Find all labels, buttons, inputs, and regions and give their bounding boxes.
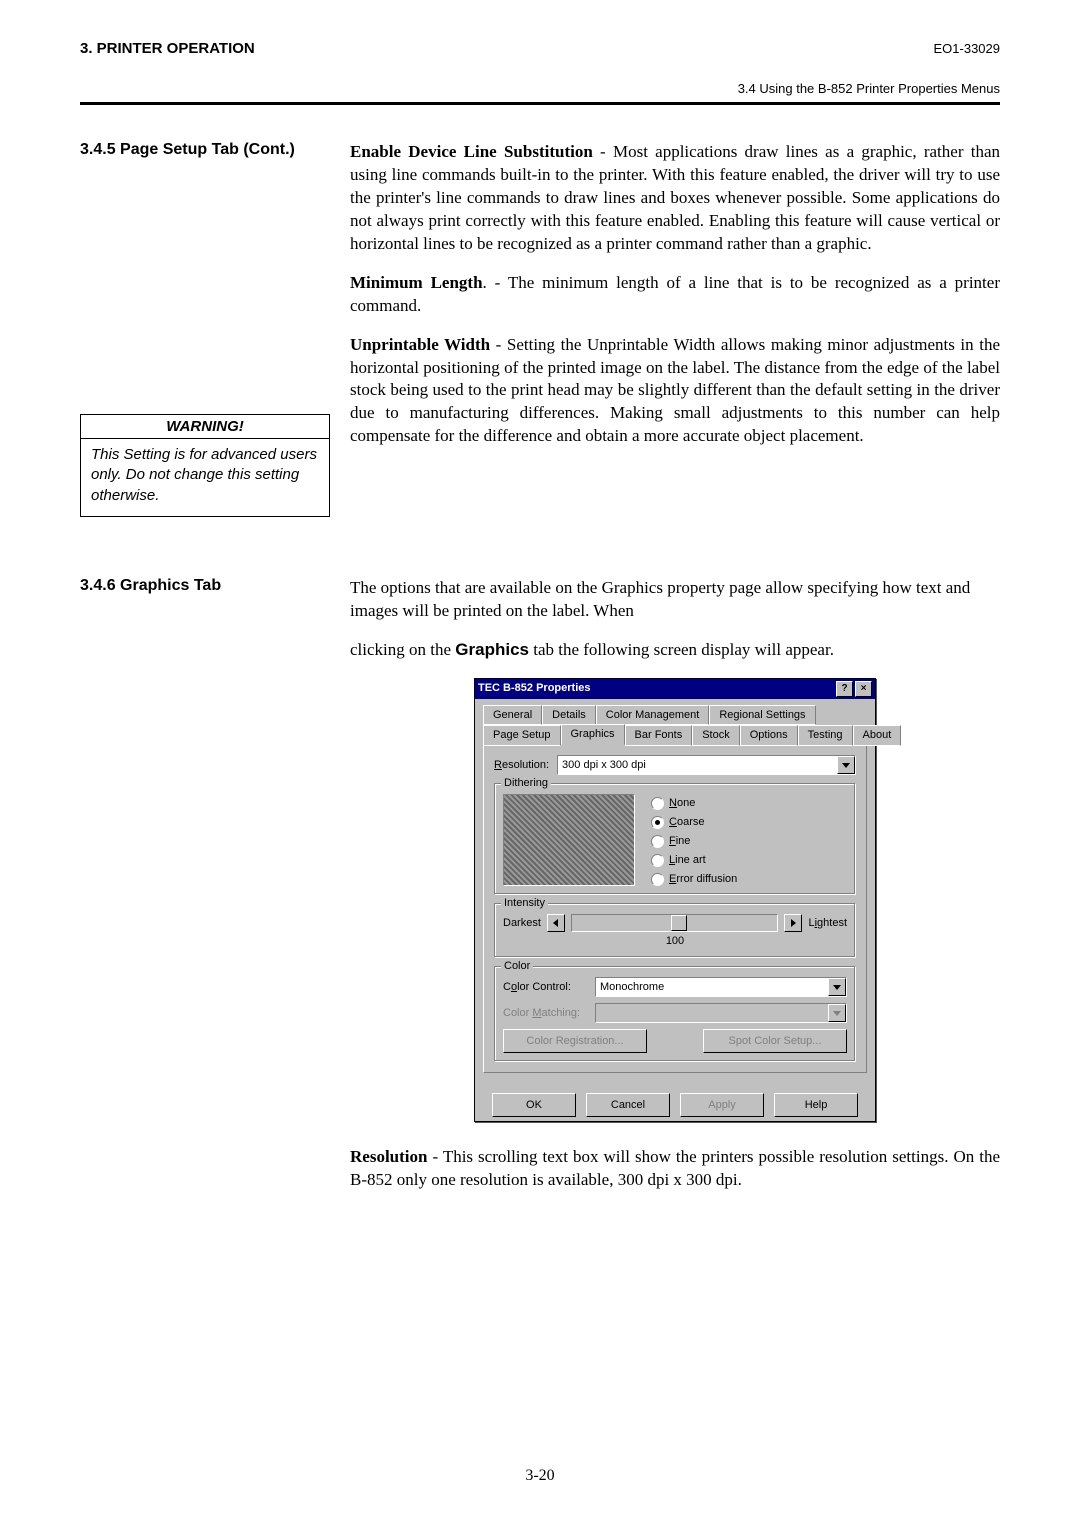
intensity-value: 100 bbox=[503, 934, 847, 949]
label-unprintable: Unprintable Width bbox=[350, 335, 490, 354]
ok-button[interactable]: OK bbox=[492, 1093, 576, 1117]
tab-options[interactable]: Options bbox=[740, 725, 798, 746]
radio-fine[interactable]: Fine bbox=[651, 834, 737, 849]
color-registration-button: Color Registration... bbox=[503, 1029, 647, 1053]
color-matching-select bbox=[595, 1003, 847, 1023]
dithering-group: Dithering None Coarse Fine Line art Erro… bbox=[494, 783, 856, 895]
dialog-title: TEC B-852 Properties bbox=[478, 681, 590, 696]
chevron-down-icon[interactable] bbox=[828, 978, 846, 996]
radio-error-diffusion[interactable]: Error diffusion bbox=[651, 872, 737, 887]
properties-dialog: TEC B-852 Properties ? × General Details… bbox=[474, 678, 876, 1123]
close-icon[interactable]: × bbox=[855, 681, 872, 697]
radio-coarse[interactable]: Coarse bbox=[651, 815, 737, 830]
warning-box: WARNING! This Setting is for advanced us… bbox=[80, 414, 330, 517]
tab-testing[interactable]: Testing bbox=[798, 725, 853, 746]
para-min-length: Minimum Length. - The minimum length of … bbox=[350, 272, 1000, 318]
tab-graphics[interactable]: Graphics bbox=[561, 724, 625, 745]
chevron-down-icon[interactable] bbox=[837, 756, 855, 774]
spot-color-setup-button: Spot Color Setup... bbox=[703, 1029, 847, 1053]
para-enable-line-sub: Enable Device Line Substitution - Most a… bbox=[350, 141, 1000, 256]
tab-bar-fonts[interactable]: Bar Fonts bbox=[625, 725, 693, 746]
slider-thumb[interactable] bbox=[671, 915, 687, 931]
header-rule bbox=[80, 102, 1000, 105]
section-345-heading: 3.4.5 Page Setup Tab (Cont.) bbox=[80, 141, 330, 159]
color-label: Color bbox=[501, 959, 533, 974]
cancel-button[interactable]: Cancel bbox=[586, 1093, 670, 1117]
tab-about[interactable]: About bbox=[853, 725, 902, 746]
resolution-select[interactable]: 300 dpi x 300 dpi bbox=[557, 755, 856, 775]
tab-details[interactable]: Details bbox=[542, 705, 596, 726]
intensity-lightest: Lightest bbox=[808, 916, 847, 931]
color-matching-label: Color Matching: bbox=[503, 1006, 589, 1021]
intensity-label: Intensity bbox=[501, 896, 548, 911]
color-control-value: Monochrome bbox=[596, 980, 828, 995]
text-resolution: - This scrolling text box will show the … bbox=[350, 1147, 1000, 1189]
label-resolution: Resolution bbox=[350, 1147, 427, 1166]
radio-none[interactable]: None bbox=[651, 796, 737, 811]
chevron-down-icon bbox=[828, 1004, 846, 1022]
para-graphics-intro-2: clicking on the Graphics tab the followi… bbox=[350, 639, 1000, 662]
header-subsection: 3.4 Using the B-852 Printer Properties M… bbox=[80, 81, 1000, 96]
text-graphics-2a: clicking on the bbox=[350, 640, 455, 659]
para-resolution: Resolution - This scrolling text box wil… bbox=[350, 1146, 1000, 1192]
para-graphics-intro-1: The options that are available on the Gr… bbox=[350, 577, 1000, 623]
color-group: Color Color Control: Monochrome Co bbox=[494, 966, 856, 1062]
resolution-value: 300 dpi x 300 dpi bbox=[558, 758, 837, 773]
page-number: 3-20 bbox=[0, 1467, 1080, 1485]
text-graphics-2b: Graphics bbox=[455, 640, 529, 659]
scroll-right-button[interactable] bbox=[784, 914, 802, 932]
header-docnum: EO1-33029 bbox=[934, 41, 1001, 56]
tab-general[interactable]: General bbox=[483, 705, 542, 726]
intensity-group: Intensity Darkest Lightest 100 bbox=[494, 903, 856, 958]
color-control-label: Color Control: bbox=[503, 980, 589, 995]
label-min-length: Minimum Length bbox=[350, 273, 483, 292]
dither-preview bbox=[503, 794, 635, 886]
dithering-label: Dithering bbox=[501, 776, 551, 791]
tab-regional-settings[interactable]: Regional Settings bbox=[709, 705, 815, 726]
tab-color-management[interactable]: Color Management bbox=[596, 705, 710, 726]
para-unprintable: Unprintable Width - Setting the Unprinta… bbox=[350, 334, 1000, 449]
intensity-slider[interactable] bbox=[571, 914, 779, 932]
color-control-select[interactable]: Monochrome bbox=[595, 977, 847, 997]
radio-line-art[interactable]: Line art bbox=[651, 853, 737, 868]
tab-page-setup[interactable]: Page Setup bbox=[483, 725, 561, 746]
warning-title: WARNING! bbox=[81, 415, 329, 439]
help-button[interactable]: Help bbox=[774, 1093, 858, 1117]
help-icon[interactable]: ? bbox=[836, 681, 853, 697]
tab-stock[interactable]: Stock bbox=[692, 725, 740, 746]
warning-body: This Setting is for advanced users only.… bbox=[81, 439, 329, 516]
section-346-heading: 3.4.6 Graphics Tab bbox=[80, 577, 330, 595]
text-graphics-2c: tab the following screen display will ap… bbox=[529, 640, 834, 659]
resolution-label: Resolution: bbox=[494, 758, 549, 773]
apply-button: Apply bbox=[680, 1093, 764, 1117]
scroll-left-button[interactable] bbox=[547, 914, 565, 932]
intensity-darkest: Darkest bbox=[503, 916, 541, 931]
label-enable-line-sub: Enable Device Line Substitution bbox=[350, 142, 593, 161]
dialog-titlebar: TEC B-852 Properties ? × bbox=[475, 679, 875, 699]
header-chapter: 3. PRINTER OPERATION bbox=[80, 40, 255, 57]
